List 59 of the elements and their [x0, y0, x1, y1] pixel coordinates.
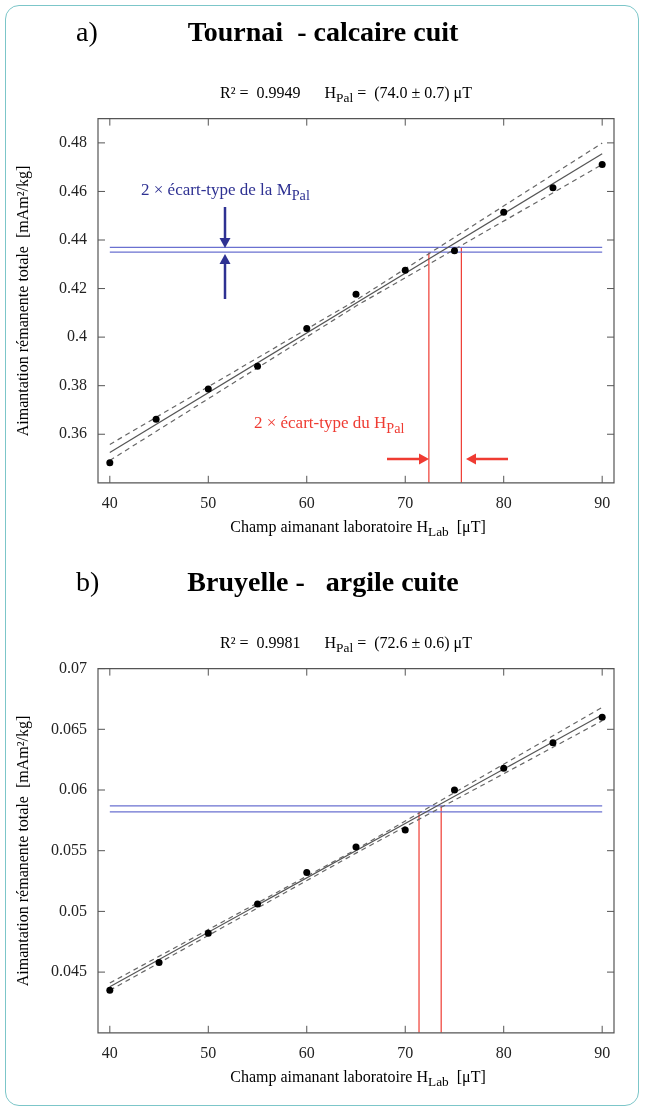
point: [598, 713, 606, 721]
point: [303, 324, 311, 332]
x-tick-label: 70: [397, 493, 414, 511]
point: [155, 958, 163, 966]
annotation: 2 × écart-type de la M$_{Pal}$: [141, 180, 310, 204]
y-tick-label: 0.36: [59, 424, 87, 442]
text: b): [76, 566, 100, 598]
chart-subtitle: R² = 0.9949 H$_{Pal}$ = (74.0 ± 0.7) μT: [219, 84, 473, 107]
point: [549, 184, 557, 192]
chart-subtitle: R² = 0.9981 H$_{Pal}$ = (72.6 ± 0.6) μT: [219, 634, 473, 657]
y-tick-label: 0.05: [59, 901, 87, 919]
x-tick-label: 40: [101, 1043, 118, 1061]
point: [352, 290, 360, 298]
x-tick-label: 90: [594, 493, 611, 511]
y-axis-title: Aimantation rémanente totale [mAm²/kg]: [14, 715, 32, 987]
y-tick-label: 0.07: [59, 658, 87, 676]
y-tick-label: 0.46: [59, 181, 87, 199]
annotation: 2 × écart-type du H$_{Pal}$: [253, 413, 405, 437]
x-tick-label: 70: [397, 1043, 414, 1061]
x-tick-label: 40: [101, 493, 118, 511]
point: [598, 160, 606, 168]
point: [204, 385, 212, 393]
point: [106, 986, 114, 994]
point: [450, 786, 458, 794]
y-axis-title: Aimantation rémanente totale [mAm²/kg]: [14, 165, 32, 437]
point: [204, 929, 212, 937]
y-tick-label: 0.38: [59, 375, 87, 393]
point: [254, 362, 262, 370]
y-tick-label: 0.48: [59, 133, 87, 151]
x-axis-title: Champ aimanant laboratoire H$_{Lab}$ [μT]: [229, 1068, 487, 1091]
point: [352, 843, 360, 851]
x-tick-label: 50: [200, 493, 217, 511]
y-tick-label: 0.4: [67, 327, 87, 345]
point: [254, 900, 262, 908]
y-tick-label: 0.065: [51, 719, 87, 737]
point: [152, 415, 160, 423]
point: [401, 826, 409, 834]
text: a): [76, 16, 98, 48]
point: [500, 764, 508, 772]
x-tick-label: 80: [495, 493, 512, 511]
chart-title: Tournai - calcaire cuit: [187, 16, 459, 47]
x-tick-label: 50: [200, 1043, 217, 1061]
x-axis-title: Champ aimanant laboratoire H$_{Lab}$ [μT]: [229, 518, 487, 541]
chart-title: Bruyelle - argile cuite: [187, 566, 459, 597]
x-tick-label: 60: [298, 493, 315, 511]
y-tick-label: 0.44: [59, 230, 87, 248]
y-tick-label: 0.06: [59, 780, 87, 798]
point: [450, 247, 458, 255]
y-tick-label: 0.055: [51, 840, 87, 858]
y-tick-label: 0.045: [51, 962, 87, 980]
point: [500, 208, 508, 216]
point: [401, 266, 409, 274]
point: [549, 739, 557, 747]
point: [303, 869, 311, 877]
point: [106, 459, 114, 467]
x-tick-label: 80: [495, 1043, 512, 1061]
y-tick-label: 0.42: [59, 278, 87, 296]
x-tick-label: 60: [298, 1043, 315, 1061]
x-tick-label: 90: [594, 1043, 611, 1061]
